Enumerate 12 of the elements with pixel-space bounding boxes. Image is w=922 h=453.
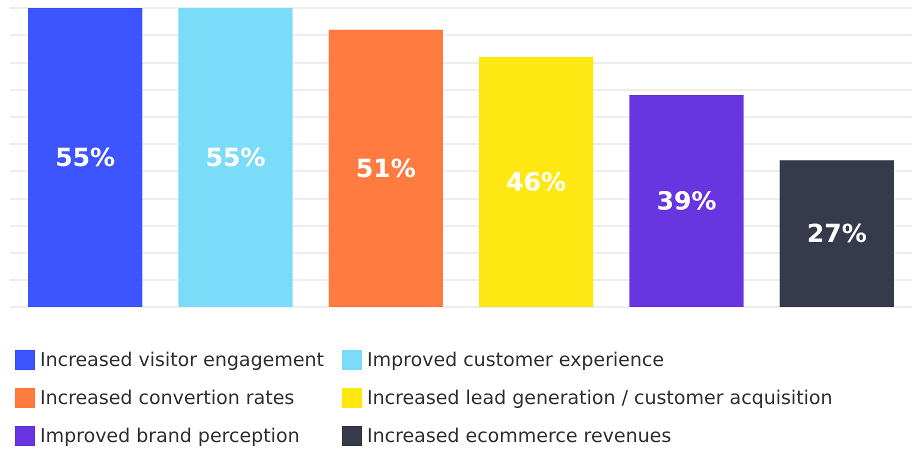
data-label: 55% xyxy=(206,143,266,172)
legend-label: Increased ecommerce revenues xyxy=(367,425,672,447)
data-label: 27% xyxy=(806,219,867,248)
data-label: 55% xyxy=(55,143,116,172)
data-label: 51% xyxy=(356,154,416,183)
legend-label: Improved brand perception xyxy=(40,425,300,447)
legend-label: Increased lead generation / customer acquisition xyxy=(367,387,833,409)
legend-label: Increased convertion rates xyxy=(40,387,294,409)
data-label: 39% xyxy=(656,186,716,216)
data-label: 46% xyxy=(506,167,566,196)
legend-label: Increased visitor engagement xyxy=(40,349,324,371)
legend-label: Improved customer experience xyxy=(367,349,664,371)
